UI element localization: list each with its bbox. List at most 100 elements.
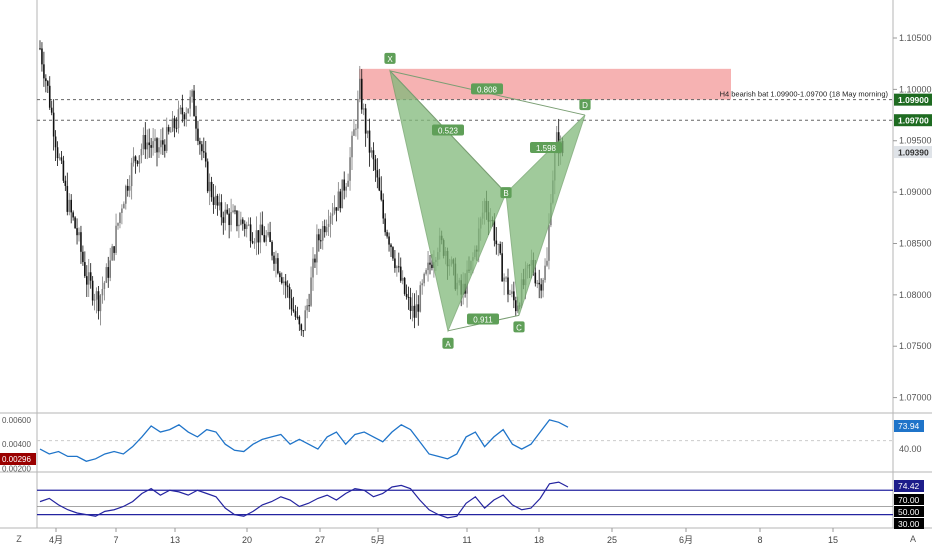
- candle-body: [544, 265, 546, 280]
- candle-body: [401, 277, 404, 281]
- candle-body: [349, 157, 351, 181]
- candle-body: [119, 212, 121, 224]
- bcd-triangle: [505, 114, 586, 316]
- candle-body: [259, 224, 262, 243]
- candle-body: [181, 107, 184, 115]
- x-tick-label: 8: [757, 535, 762, 545]
- candle-body: [47, 81, 49, 86]
- candle-body: [398, 266, 400, 268]
- candle-body: [56, 147, 59, 159]
- candle-body: [162, 140, 164, 145]
- candle-body: [48, 85, 51, 108]
- candle-body: [195, 116, 197, 129]
- candle-body: [329, 215, 332, 224]
- candle-body: [101, 288, 104, 296]
- ind1-right-tick: 40.00: [899, 444, 922, 454]
- y-tick-label: 1.09000: [899, 187, 932, 197]
- candle-body: [185, 112, 188, 120]
- candle-body: [296, 316, 299, 318]
- ratio-label-xb: 0.523: [438, 126, 459, 135]
- candle-body: [226, 209, 228, 214]
- candle-body: [362, 108, 365, 110]
- candle-body: [117, 223, 119, 226]
- candle-body: [304, 310, 306, 331]
- zone-annotation: H4 bearish bat 1.09900-1.09700 (18 May m…: [720, 90, 889, 99]
- candle-body: [284, 281, 287, 286]
- candle-body: [279, 273, 281, 278]
- candle-body: [150, 145, 152, 148]
- candle-body: [154, 138, 156, 142]
- candle-body: [50, 107, 53, 113]
- candle-body: [232, 210, 234, 213]
- candle-body: [253, 242, 256, 244]
- candle-body: [505, 277, 507, 279]
- candle-body: [503, 277, 505, 282]
- candle-body: [413, 305, 416, 318]
- candle-body: [144, 134, 147, 150]
- candle-body: [427, 262, 429, 271]
- candle-body: [136, 161, 139, 164]
- candle-body: [93, 299, 96, 301]
- candle-body: [97, 291, 100, 312]
- candle-body: [310, 277, 312, 306]
- ratio-label-xb-bg: [432, 124, 464, 136]
- candle-body: [384, 218, 386, 233]
- ind2-level-bg: [894, 518, 924, 529]
- candle-body: [121, 208, 123, 213]
- candle-body: [376, 170, 379, 178]
- candle-body: [78, 232, 80, 236]
- candle-body: [191, 90, 193, 97]
- candle-body: [249, 224, 252, 242]
- candle-body: [308, 305, 310, 307]
- supply-zone: [359, 68, 731, 100]
- candle-body: [187, 108, 189, 113]
- ind2-level-bg: [894, 494, 924, 505]
- indicator-pane-1: 0.00600 0.00400 0.00200 40.00 73.94 0.00296: [0, 416, 924, 474]
- x-tick-label: 18: [534, 535, 544, 545]
- candle-body: [164, 144, 166, 151]
- candle-body: [197, 128, 199, 142]
- candle-body: [140, 148, 143, 156]
- candle-body: [247, 224, 250, 226]
- point-label-d-bg: [579, 99, 591, 111]
- candle-body: [403, 277, 406, 294]
- candle-body: [290, 298, 293, 310]
- x-tick-label: 7: [113, 535, 118, 545]
- candle-body: [501, 253, 503, 282]
- candle-body: [123, 203, 125, 209]
- price-tags: 1.09900 1.09700 1.09390: [894, 93, 932, 159]
- candle-body: [321, 226, 324, 241]
- candle-body: [240, 219, 242, 225]
- candle-body: [374, 159, 377, 171]
- candle-body: [347, 180, 349, 187]
- candle-body: [169, 131, 172, 133]
- candle-body: [269, 232, 271, 242]
- candle-body: [210, 181, 213, 198]
- candle-body: [95, 291, 98, 300]
- candle-body: [294, 311, 297, 317]
- point-label-d: D: [582, 101, 588, 110]
- candle-body: [216, 195, 219, 206]
- candle-body: [245, 224, 248, 229]
- candle-body: [103, 282, 106, 289]
- candle-body: [538, 282, 540, 285]
- candle-body: [72, 212, 74, 218]
- candle-body: [228, 213, 230, 226]
- candle-body: [499, 244, 501, 254]
- candle-body: [236, 210, 238, 227]
- y-tick-label: 1.10000: [899, 84, 932, 94]
- candle-body: [222, 217, 225, 223]
- candle-body: [536, 282, 539, 284]
- point-label-x-bg: [384, 52, 396, 64]
- candle-body: [41, 48, 43, 65]
- ind2-level-label: 50.00: [898, 507, 920, 517]
- candle-body: [351, 135, 353, 158]
- candle-body: [218, 202, 221, 206]
- candle-body: [126, 185, 129, 191]
- candle-body: [107, 267, 110, 278]
- x-tick-label: 11: [462, 535, 471, 545]
- ind2-value-bg: [894, 480, 924, 492]
- candle-body: [339, 191, 342, 209]
- candle-body: [138, 155, 141, 164]
